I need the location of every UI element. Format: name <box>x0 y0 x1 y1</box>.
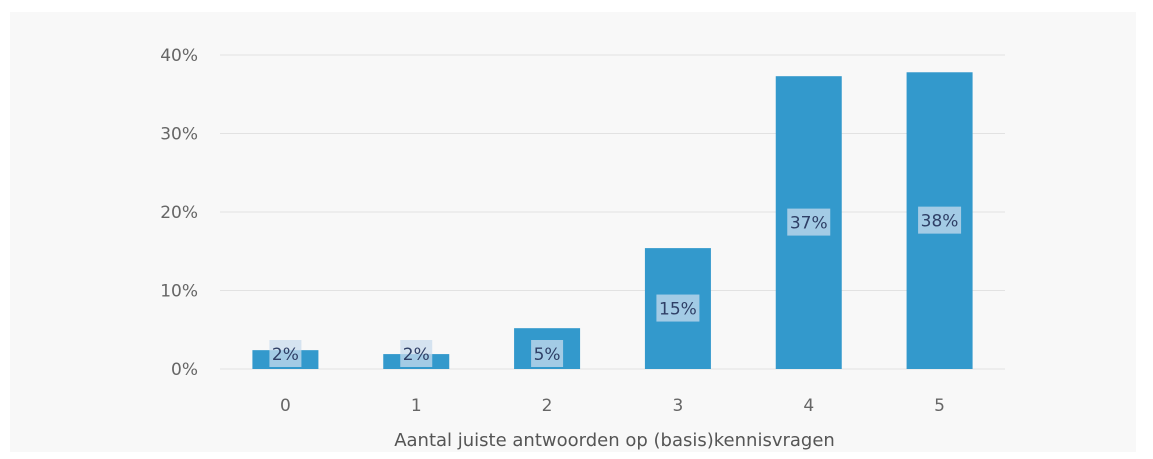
data-label: 2% <box>403 345 430 365</box>
data-label-box <box>787 208 831 236</box>
data-label: 2% <box>272 345 299 365</box>
x-tick-label: 3 <box>673 396 684 416</box>
data-label: 37% <box>790 214 828 234</box>
y-tick-label: 10% <box>160 282 198 302</box>
bars <box>252 72 973 369</box>
data-label-box <box>531 340 564 367</box>
x-tick-label: 2 <box>542 396 553 416</box>
data-label: 5% <box>534 345 561 365</box>
data-label-box <box>918 206 962 234</box>
y-tick-label: 0% <box>171 360 198 380</box>
chart-container: 0% 10% 20% 30% 40% 2% 2% 5% 15% 37% 38% 0 1 2 3 4 5 Aa… <box>10 12 1136 452</box>
data-label-box <box>400 340 433 367</box>
y-tick-label: 20% <box>160 203 198 223</box>
data-label: 15% <box>659 300 697 320</box>
data-label: 38% <box>921 212 959 232</box>
y-axis-ticks: 0% 10% 20% 30% 40% <box>160 46 198 380</box>
x-axis-ticks: 0 1 2 3 4 5 <box>280 396 945 416</box>
bar-chart: 0% 10% 20% 30% 40% 2% 2% 5% 15% 37% 38% 0 1 2 3 4 5 Aa… <box>160 46 1005 451</box>
gridlines <box>220 54 1005 370</box>
y-tick-label: 40% <box>160 46 198 66</box>
data-labels: 2% 2% 5% 15% 37% 38% <box>269 206 962 367</box>
x-tick-label: 4 <box>803 396 814 416</box>
x-tick-label: 0 <box>280 396 291 416</box>
y-tick-label: 30% <box>160 125 198 145</box>
data-label-box <box>656 294 700 322</box>
x-axis-title: Aantal juiste antwoorden op (basis)kenni… <box>394 430 835 451</box>
x-tick-label: 1 <box>411 396 422 416</box>
x-tick-label: 5 <box>934 396 945 416</box>
data-label-box <box>269 340 302 367</box>
